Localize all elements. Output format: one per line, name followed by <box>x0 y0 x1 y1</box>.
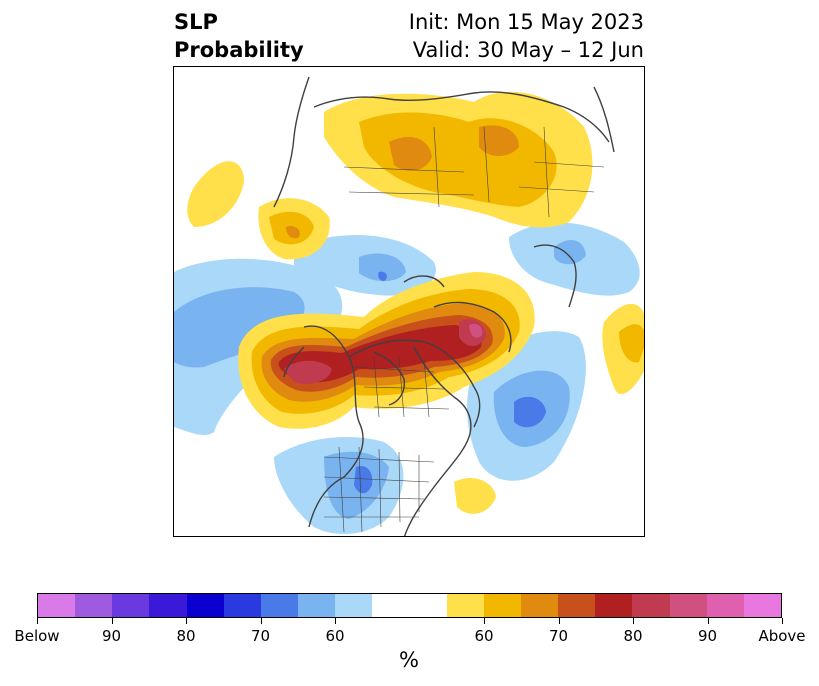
colorbar-segment <box>743 594 782 617</box>
colorbar-segment <box>298 594 336 617</box>
state-borders <box>323 126 605 533</box>
valid-period: Valid: 30 May – 12 Jun <box>412 38 644 62</box>
colorbar-units: % <box>399 648 419 672</box>
colorbar-tick <box>558 618 560 624</box>
probability-colorbar <box>37 593 782 618</box>
colorbar-segment <box>112 594 150 617</box>
forecast-dates: Init: Mon 15 May 2023 Valid: 30 May – 12… <box>409 8 644 64</box>
colorbar-tick-label: 70 <box>250 627 271 645</box>
colorbar-segment <box>372 594 447 617</box>
colorbar-tick-label: 70 <box>548 627 569 645</box>
colorbar-segment <box>260 594 299 617</box>
title-field: Probability <box>174 38 304 62</box>
probability-map <box>173 66 645 537</box>
colorbar-tick <box>186 618 187 624</box>
colorbar-tick-label: 80 <box>176 627 196 645</box>
colorbar-tick-label: 80 <box>623 627 643 645</box>
colorbar-segment <box>75 594 113 617</box>
colorbar-segment <box>595 594 633 617</box>
colorbar-segment <box>335 594 373 617</box>
colorbar-tick <box>782 618 783 624</box>
colorbar-segment <box>669 594 707 617</box>
colorbar-tick-label: 90 <box>697 627 718 645</box>
colorbar-tick <box>707 618 709 624</box>
colorbar-segment <box>186 594 224 617</box>
colorbar-segment <box>632 594 670 617</box>
title-variable: SLP <box>174 10 218 34</box>
colorbar-segment <box>483 594 522 617</box>
colorbar-tick <box>260 618 262 624</box>
colorbar-segment <box>446 594 484 617</box>
colorbar-tick <box>484 618 485 624</box>
above-normal-ridge <box>238 272 535 429</box>
colorbar-tick-label: 90 <box>101 627 122 645</box>
colorbar-tick-label: 60 <box>325 627 345 645</box>
colorbar-tick-label: 60 <box>474 627 494 645</box>
colorbar-tick-label: Above <box>758 627 806 645</box>
init-date: Init: Mon 15 May 2023 <box>408 10 644 34</box>
colorbar-segment <box>706 594 744 617</box>
map-canvas <box>174 76 644 536</box>
colorbar-tick <box>335 618 336 624</box>
colorbar-tick-label: Below <box>14 627 60 645</box>
colorbar-tick <box>111 618 113 624</box>
colorbar-segment <box>149 594 187 617</box>
colorbar-segment <box>38 594 76 617</box>
map-title: SLP Probability <box>174 8 304 64</box>
colorbar-tick <box>633 618 634 624</box>
above-normal-north <box>187 91 644 514</box>
colorbar-segment <box>521 594 559 617</box>
below-normal-regions <box>174 222 640 534</box>
coastlines <box>273 76 615 536</box>
colorbar-tick <box>37 618 38 624</box>
colorbar-segment <box>223 594 261 617</box>
colorbar-segment <box>558 594 596 617</box>
